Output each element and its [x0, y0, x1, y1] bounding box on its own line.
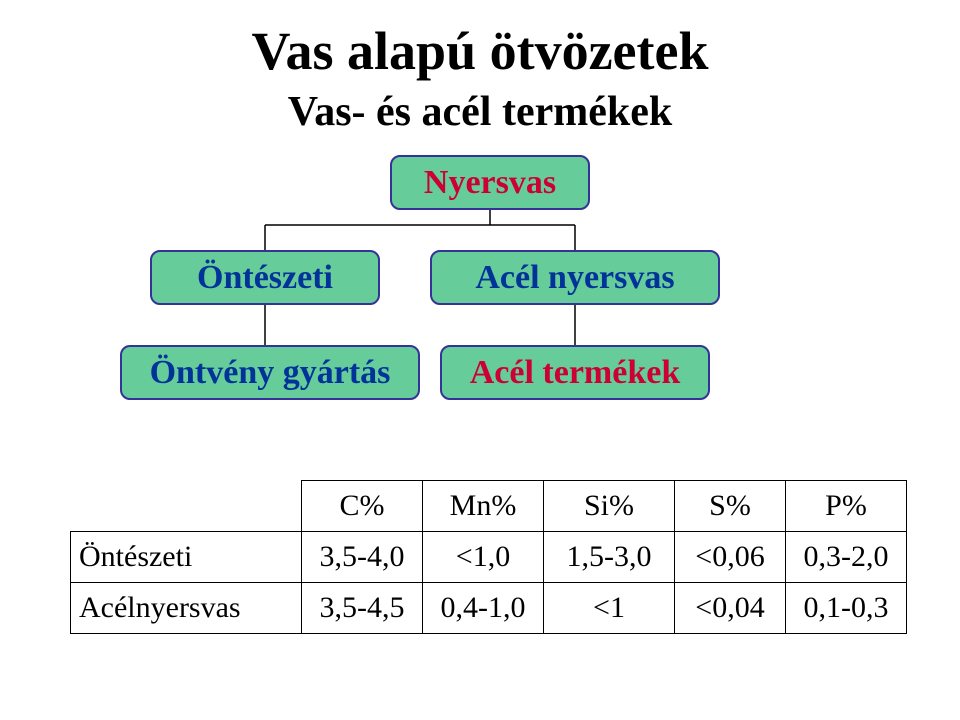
table-header: C%Mn%Si%S%P%: [71, 481, 907, 532]
cell: 0,1-0,3: [786, 583, 907, 634]
composition-table: C%Mn%Si%S%P%Öntészeti3,5-4,0<1,01,5-3,0<…: [70, 480, 907, 634]
row-label: Öntészeti: [71, 532, 302, 583]
node-right1: Acél nyersvas: [430, 250, 720, 305]
header-cell: C%: [302, 481, 423, 532]
cell: <0,04: [675, 583, 786, 634]
header-empty: [71, 481, 302, 532]
cell: <1: [544, 583, 675, 634]
cell: 0,3-2,0: [786, 532, 907, 583]
cell: 3,5-4,5: [302, 583, 423, 634]
cell: 1,5-3,0: [544, 532, 675, 583]
cell: 0,4-1,0: [423, 583, 544, 634]
header-cell: P%: [786, 481, 907, 532]
page-subtitle: Vas- és acél termékek: [0, 88, 960, 136]
header-cell: S%: [675, 481, 786, 532]
node-right2: Acél termékek: [440, 345, 710, 400]
row-label: Acélnyersvas: [71, 583, 302, 634]
node-root: Nyersvas: [390, 155, 590, 210]
node-left2: Öntvény gyártás: [120, 345, 420, 400]
hierarchy-chart: NyersvasÖntészeti Acél nyersvasÖntvény gy…: [0, 145, 960, 415]
cell: <0,06: [675, 532, 786, 583]
node-left1: Öntészeti: [150, 250, 380, 305]
cell: <1,0: [423, 532, 544, 583]
table-row: Öntészeti3,5-4,0<1,01,5-3,0<0,060,3-2,0: [71, 532, 907, 583]
page-title: Vas alapú ötvözetek: [0, 20, 960, 82]
header-cell: Si%: [544, 481, 675, 532]
composition-table-area: C%Mn%Si%S%P%Öntészeti3,5-4,0<1,01,5-3,0<…: [70, 480, 907, 634]
table-row: Acélnyersvas3,5-4,50,4-1,0<1<0,040,1-0,3: [71, 583, 907, 634]
header-cell: Mn%: [423, 481, 544, 532]
cell: 3,5-4,0: [302, 532, 423, 583]
